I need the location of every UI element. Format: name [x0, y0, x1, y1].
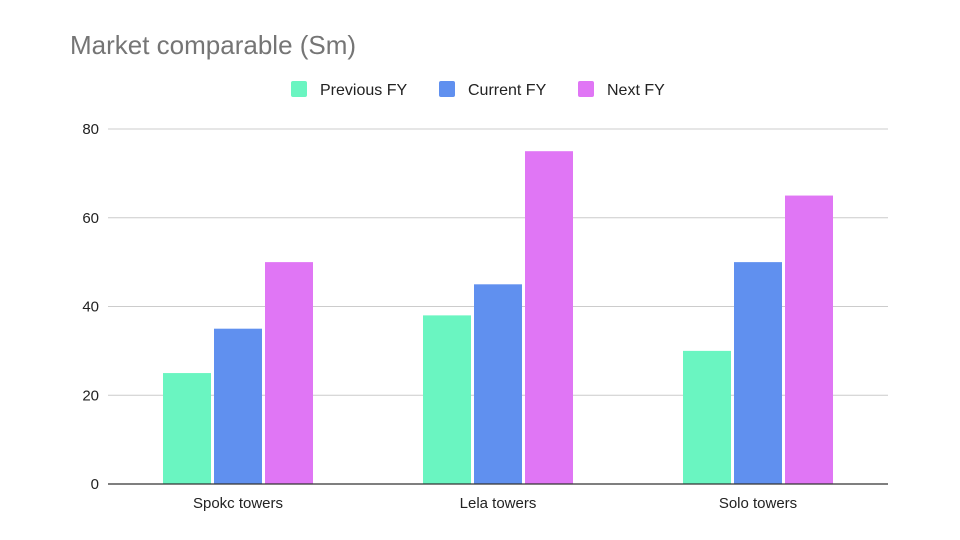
legend: Previous FY Current FY Next FY	[291, 81, 665, 99]
y-tick-label: 20	[82, 387, 99, 404]
bar-next-fy-solo-towers	[785, 195, 833, 484]
bar-current-fy-solo-towers	[734, 262, 782, 484]
bar-previous-fy-spokc-towers	[163, 373, 211, 484]
bar-current-fy-spokc-towers	[214, 328, 262, 484]
legend-label: Next FY	[607, 82, 665, 99]
x-category-label: Lela towers	[460, 495, 537, 512]
legend-swatch	[291, 81, 307, 97]
chart-title: Market comparable (Sm)	[70, 30, 356, 60]
y-tick-label: 0	[91, 476, 99, 493]
y-tick-label: 60	[82, 210, 99, 227]
legend-swatch	[439, 81, 455, 97]
y-tick-label: 40	[82, 299, 99, 316]
bar-current-fy-lela-towers	[474, 284, 522, 484]
bar-previous-fy-lela-towers	[423, 315, 471, 484]
bar-previous-fy-solo-towers	[683, 350, 731, 484]
bars	[163, 151, 833, 484]
x-axis-category-labels: Spokc towers Lela towers Solo towers	[193, 495, 797, 512]
legend-label: Previous FY	[320, 82, 407, 99]
y-axis-tick-labels: 0 20 40 60 80	[82, 121, 99, 493]
legend-label: Current FY	[468, 82, 547, 99]
x-category-label: Solo towers	[719, 495, 797, 512]
legend-swatch	[578, 81, 594, 97]
bar-next-fy-spokc-towers	[265, 262, 313, 484]
y-tick-label: 80	[82, 121, 99, 138]
x-category-label: Spokc towers	[193, 495, 283, 512]
bar-next-fy-lela-towers	[525, 151, 573, 484]
